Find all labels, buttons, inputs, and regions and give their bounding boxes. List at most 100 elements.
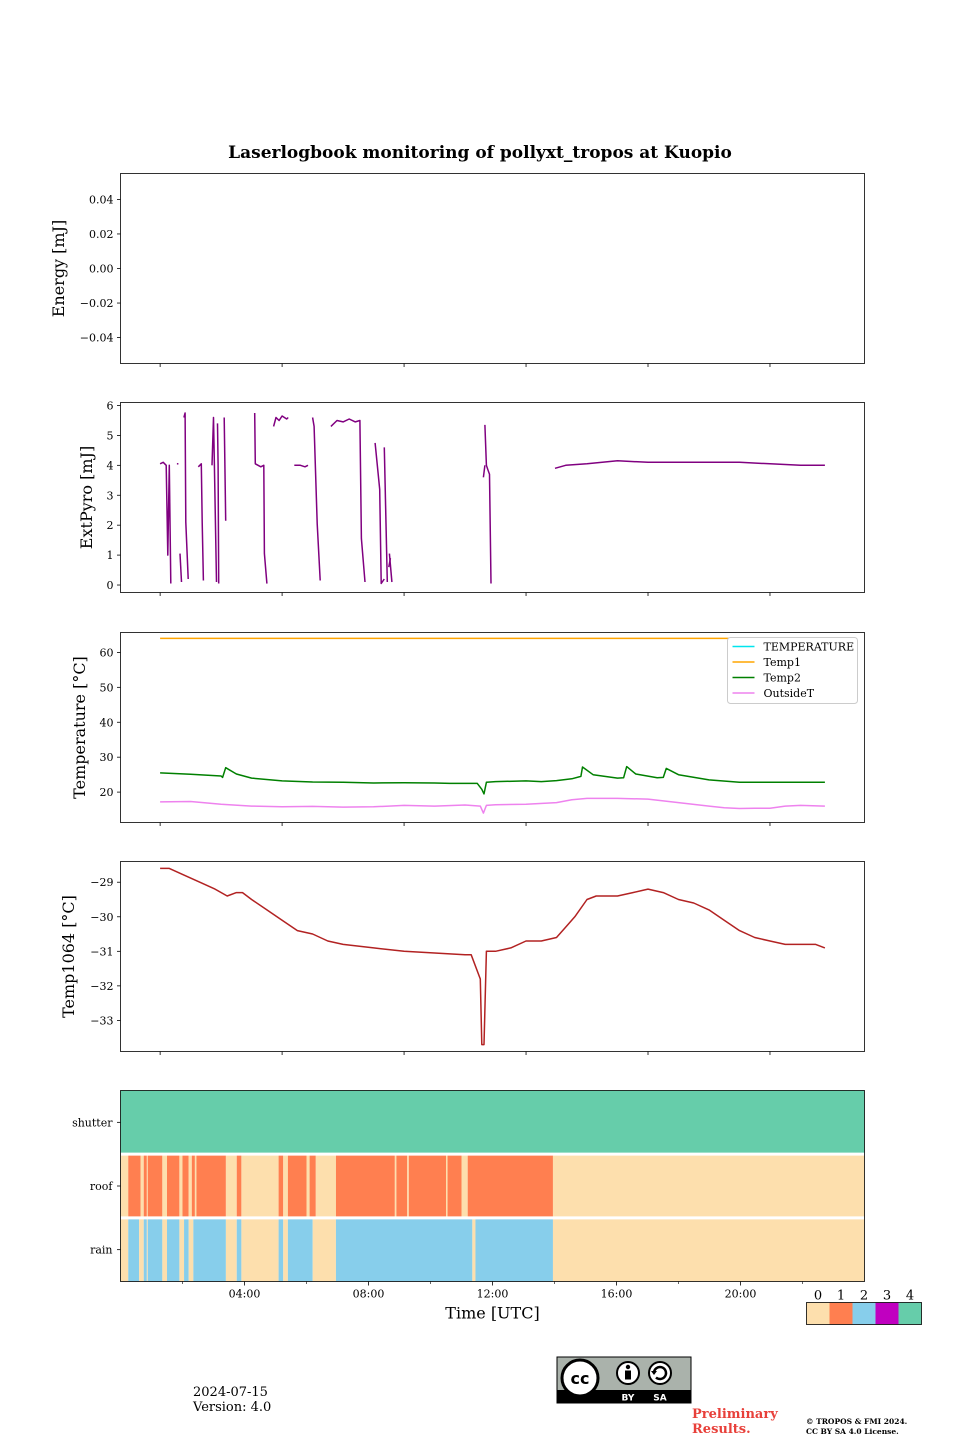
status-cell-roof-23	[315, 1154, 336, 1218]
series-1-segment-20	[554, 460, 825, 470]
status-cell-rain-12	[193, 1217, 226, 1282]
status-cell-roof-10	[182, 1154, 189, 1218]
status-cell-roof-30	[447, 1154, 462, 1218]
axes-frame	[120, 632, 865, 823]
legend: TEMPERATURE Temp1 Temp2 OutsideT	[727, 637, 858, 704]
status-cell-rain-10	[184, 1217, 189, 1282]
colorbar-frame	[806, 1302, 922, 1325]
y-axis-label: Temperature [°C]	[70, 656, 89, 799]
legend-box	[727, 637, 858, 704]
status-cell-rain-18	[287, 1217, 313, 1282]
status-cell-roof-17	[241, 1154, 279, 1218]
status-cell-roof-1	[120, 1154, 129, 1218]
axes-frame	[120, 402, 865, 593]
status-cell-roof-15	[225, 1154, 237, 1218]
row-label-roof: roof	[90, 1180, 114, 1193]
series-2-segment-1	[160, 765, 825, 795]
y-tick-label: 3	[107, 489, 114, 502]
status-cell-roof-12	[191, 1154, 195, 1218]
status-cell-rain-8	[167, 1217, 180, 1282]
y-tick-label: −33	[90, 1014, 113, 1027]
y-tick-label: −32	[90, 980, 113, 993]
status-cell-rain-6	[147, 1217, 163, 1282]
y-tick-label: 20	[100, 786, 114, 799]
y-axis-label: Temp1064 [°C]	[59, 895, 78, 1018]
y-tick-label: 2	[107, 519, 114, 532]
panel-2: 0 1 2 3 4 5 6 ExtPyro [mJ]	[77, 399, 865, 596]
series-1-segment-10	[272, 415, 289, 427]
row-label-shutter: shutter	[72, 1116, 113, 1129]
y-tick-label: 60	[100, 646, 114, 659]
y-tick-label: 0	[107, 579, 114, 592]
x-tick-label: 04:00	[229, 1288, 261, 1301]
footer-version: Version: 4.0	[193, 1400, 272, 1415]
svg-text:cc: cc	[571, 1369, 590, 1388]
y-tick-label: 0.02	[89, 228, 114, 241]
status-cell-roof-2	[128, 1154, 141, 1218]
status-cell-roof-24	[335, 1154, 395, 1218]
status-cell-rain-21	[472, 1217, 476, 1282]
status-cell-roof-21	[306, 1154, 310, 1218]
cc-license-badge: cc BY SA	[556, 1356, 692, 1404]
x-tick-label: 08:00	[353, 1288, 385, 1301]
preliminary-note: Preliminary Results.	[692, 1407, 778, 1437]
status-cell-roof-6	[147, 1154, 163, 1218]
series-1-segment-11	[294, 464, 309, 468]
status-cell-roof-9	[179, 1154, 183, 1218]
status-cell-rain-7	[162, 1217, 167, 1282]
x-tick-label: 16:00	[601, 1288, 633, 1301]
series-3-segment-1	[160, 797, 825, 814]
status-cell-rain-22	[475, 1217, 553, 1282]
status-cell-roof-32	[467, 1154, 553, 1218]
status-cell-roof-14	[196, 1154, 226, 1218]
status-cell-rain-23	[552, 1217, 865, 1282]
copyright-line-1: © TROPOS & FMI 2024.	[806, 1417, 908, 1426]
status-cell-roof-22	[309, 1154, 316, 1218]
series-1-segment-17	[388, 557, 392, 568]
status-cell-roof-31	[461, 1154, 468, 1218]
status-cell-rain-13	[225, 1217, 237, 1282]
panel-4: −29 −30 −31 −32 −33 Temp1064 [°C]	[59, 861, 865, 1055]
y-tick-label: −31	[90, 945, 113, 958]
status-cell-roof-29	[446, 1154, 448, 1218]
preliminary-line-2: Results.	[692, 1422, 751, 1437]
legend-label: Temp1	[764, 656, 801, 669]
series-1-segment-8	[223, 417, 227, 521]
cc-badge-label-sa: SA	[653, 1394, 666, 1404]
series-1-segment-14	[374, 442, 385, 585]
status-cell-roof-5	[146, 1154, 148, 1218]
panel-3: 20 30 40 50 60 Temperature [°C] TEMPERATURE Tem…	[70, 632, 865, 826]
colorbar-swatch-0	[806, 1302, 830, 1325]
preliminary-line-1: Preliminary	[692, 1407, 778, 1422]
status-cell-roof-26	[396, 1154, 408, 1218]
status-cell-roof-16	[236, 1154, 242, 1218]
row-label-rain: rain	[90, 1244, 112, 1257]
y-tick-label: 0.00	[89, 263, 114, 276]
status-cell-roof-19	[283, 1154, 288, 1218]
y-tick-label: 50	[100, 681, 114, 694]
copyright-note: © TROPOS & FMI 2024. CC BY SA 4.0 Licens…	[806, 1417, 907, 1437]
cc-badge-label-by: BY	[622, 1394, 635, 1404]
series-1-segment-12	[311, 417, 321, 581]
y-tick-label: 0.04	[89, 193, 114, 206]
axes-frame	[120, 861, 865, 1052]
y-tick-label: −0.02	[80, 297, 114, 310]
colorbar-label-4: 4	[906, 1289, 914, 1304]
status-cell-rain-1	[120, 1217, 129, 1282]
axes-frame	[120, 173, 865, 364]
colorbar-label-3: 3	[883, 1289, 891, 1304]
colorbar-swatch-2	[852, 1302, 876, 1325]
series-1-segment-16	[388, 553, 393, 583]
y-tick-label: −30	[90, 911, 113, 924]
x-axis-label: Time [UTC]	[445, 1304, 539, 1323]
status-cell-rain-9	[179, 1217, 185, 1282]
status-panel: shutter roof rain 04:00 08:00 12:00 16:00 20:00…	[72, 1090, 865, 1323]
legend-label: Temp2	[764, 672, 801, 685]
y-tick-label: −0.04	[80, 332, 114, 345]
status-cell-roof-4	[143, 1154, 147, 1218]
y-tick-label: 4	[107, 459, 114, 472]
series-1-segment-1	[159, 461, 172, 584]
y-tick-label: −29	[90, 876, 113, 889]
series-1-segment-13	[330, 418, 366, 583]
